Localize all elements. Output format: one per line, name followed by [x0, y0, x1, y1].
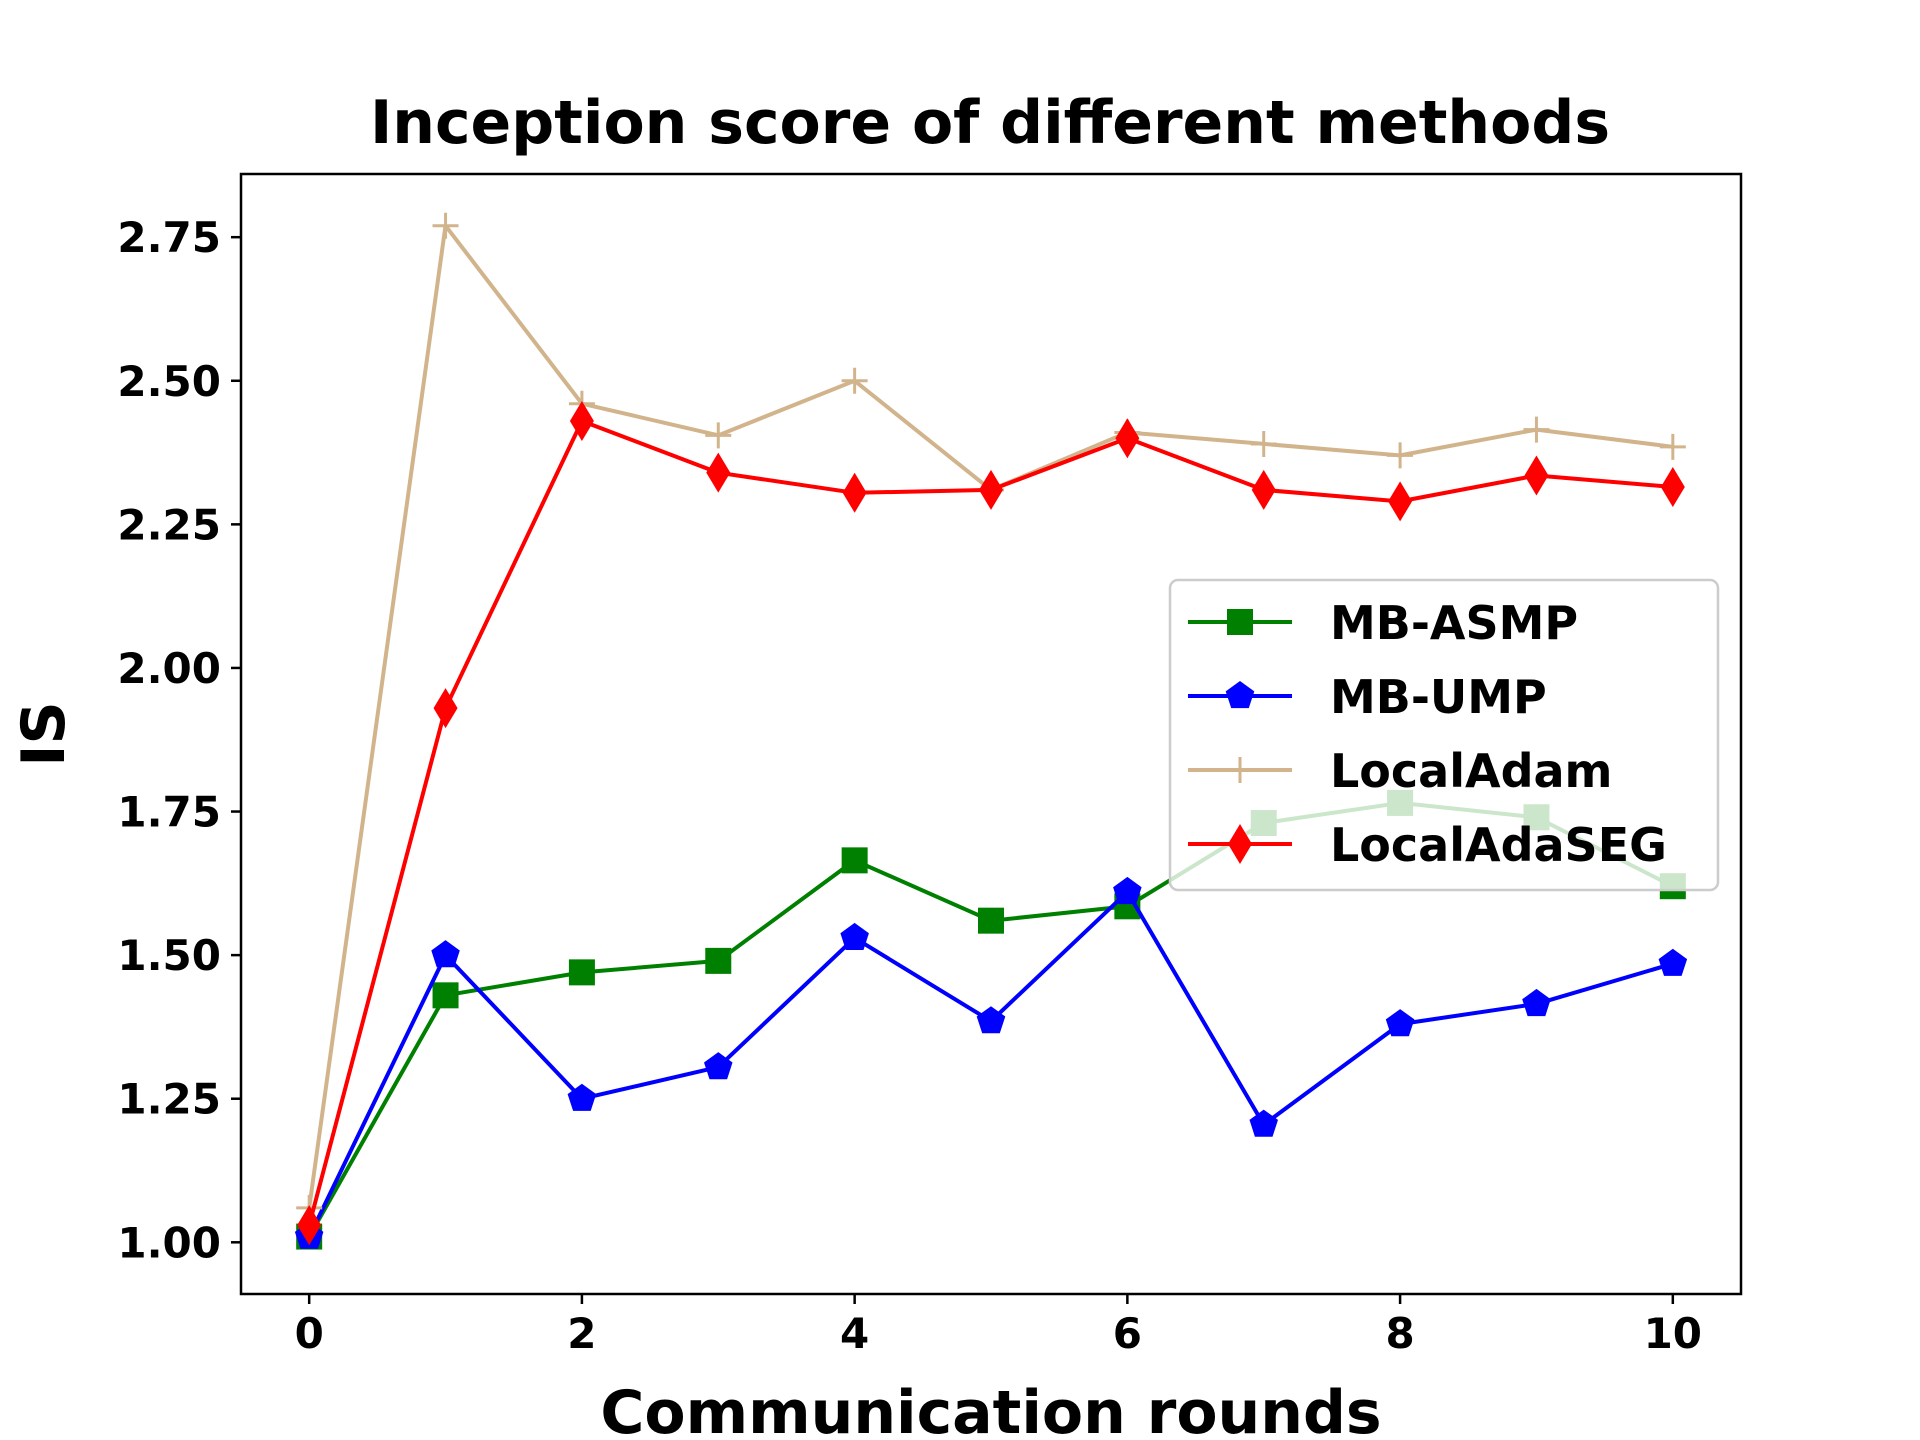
y-tick-label: 2.00	[117, 644, 221, 693]
y-axis-label: IS	[9, 701, 79, 767]
data-point-mb-asmp	[568, 959, 595, 986]
data-point-localadam	[705, 422, 732, 449]
data-point-localadaseg	[433, 688, 458, 729]
series-localadaseg	[297, 400, 1685, 1246]
data-point-mb-asmp	[978, 907, 1004, 934]
legend: MB-ASMP MB-UMP LocalAdam LocalAdaSEG	[1168, 578, 1720, 892]
data-point-localadaseg	[1115, 418, 1140, 459]
data-point-localadam	[1387, 442, 1414, 469]
y-tick-label: 2.50	[117, 357, 221, 406]
legend-marker	[1228, 824, 1252, 864]
x-tick-label: 0	[295, 1309, 324, 1358]
data-point-mb-ump	[1249, 1109, 1278, 1137]
data-point-localadaseg	[569, 400, 594, 441]
legend-label: LocalAdam	[1330, 744, 1613, 798]
y-tick-label: 1.75	[117, 788, 221, 837]
legend-label: LocalAdaSEG	[1330, 818, 1667, 872]
y-tick-label: 2.75	[117, 213, 221, 262]
data-point-localadam	[1659, 433, 1686, 460]
data-point-localadam	[1250, 430, 1277, 457]
data-point-localadaseg	[297, 1205, 322, 1246]
data-point-mb-ump	[567, 1083, 597, 1111]
legend-marker	[1227, 609, 1253, 635]
data-point-mb-ump	[1522, 988, 1551, 1017]
x-tick-label: 6	[1113, 1309, 1142, 1358]
data-point-mb-asmp	[841, 847, 868, 874]
x-axis-label: Communication rounds	[600, 1378, 1381, 1440]
legend-label: MB-UMP	[1330, 670, 1547, 724]
data-point-mb-ump	[1658, 948, 1688, 976]
data-point-mb-ump	[976, 1006, 1006, 1034]
y-tick-label: 1.00	[117, 1218, 221, 1267]
legend-box	[1168, 578, 1720, 892]
legend-marker	[1225, 681, 1255, 709]
data-point-mb-ump	[1113, 876, 1142, 905]
data-point-localadaseg	[979, 469, 1003, 510]
x-tick-label: 10	[1644, 1309, 1702, 1358]
data-point-localadaseg	[1251, 469, 1276, 510]
data-point-localadaseg	[706, 452, 731, 493]
legend-item-localadaseg: LocalAdaSEG	[1188, 818, 1667, 872]
y-tick-label: 1.50	[117, 931, 221, 980]
legend-item-localadam: LocalAdam	[1188, 744, 1613, 798]
y-axis: 1.00 1.25 1.50 1.75 2.00 2.25 2.50 2.75	[117, 213, 241, 1267]
data-point-localadaseg	[1524, 455, 1549, 496]
data-point-mb-asmp	[705, 947, 732, 974]
data-point-mb-ump	[1385, 1009, 1415, 1037]
plot-frame	[239, 172, 1743, 1296]
chart-title: Inception score of different methods	[370, 88, 1610, 158]
data-point-mb-asmp	[432, 982, 459, 1009]
data-point-localadaseg	[1388, 481, 1413, 522]
data-point-localadam	[841, 367, 868, 394]
data-point-localadam	[432, 212, 459, 239]
data-point-mb-ump	[704, 1052, 733, 1080]
x-tick-label: 4	[840, 1309, 869, 1358]
y-tick-label: 2.25	[117, 500, 221, 549]
legend-label: MB-ASMP	[1330, 596, 1578, 650]
legend-marker	[1227, 757, 1253, 783]
y-tick-label: 1.25	[117, 1075, 221, 1124]
legend-item-mb-asmp: MB-ASMP	[1188, 596, 1578, 650]
data-point-localadam	[1523, 416, 1550, 443]
x-axis: 0 2 4 6 8 10	[295, 1294, 1702, 1358]
data-point-mb-ump	[431, 940, 460, 968]
x-tick-label: 8	[1385, 1309, 1414, 1358]
plot-area	[294, 212, 1688, 1250]
x-tick-label: 2	[567, 1309, 596, 1358]
data-point-localadaseg	[842, 472, 867, 513]
data-point-mb-ump	[840, 922, 869, 950]
legend-item-mb-ump: MB-UMP	[1188, 670, 1547, 724]
data-point-localadaseg	[1660, 467, 1685, 508]
